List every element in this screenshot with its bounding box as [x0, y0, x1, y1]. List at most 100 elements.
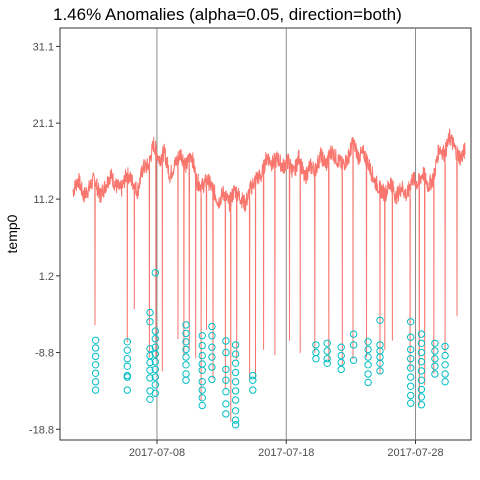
- anomaly-point: [417, 348, 426, 357]
- anomaly-point: [123, 373, 132, 381]
- anomaly-point: [182, 376, 190, 384]
- anomaly-point: [222, 376, 230, 384]
- x-tick-label: 2017-07-18: [258, 447, 314, 459]
- anomaly-point: [417, 358, 426, 366]
- anomaly-point: [151, 269, 160, 277]
- anomaly-point: [151, 327, 160, 335]
- anomaly-point: [198, 378, 206, 386]
- anomaly-point: [249, 371, 257, 380]
- anomaly-point: [323, 339, 331, 347]
- anomaly-point: [431, 339, 439, 347]
- anomaly-point: [222, 388, 230, 396]
- anomaly-point: [364, 361, 372, 369]
- anomaly-point: [146, 345, 154, 353]
- anomaly-point: [222, 337, 230, 345]
- anomaly-point: [146, 351, 154, 360]
- anomaly-point: [198, 351, 206, 360]
- y-tick-label: 21.1: [33, 118, 54, 130]
- anomaly-point: [407, 345, 415, 354]
- anomaly-point: [182, 353, 190, 361]
- anomaly-point: [349, 341, 358, 349]
- anomaly-point: [198, 401, 206, 410]
- anomaly-point: [417, 330, 426, 338]
- anomaly-point: [312, 341, 320, 349]
- anomaly-point: [407, 318, 415, 326]
- anomaly-point: [91, 344, 100, 352]
- anomaly-point: [198, 332, 206, 340]
- anomaly-point: [151, 365, 160, 374]
- anomaly-point: [208, 375, 216, 384]
- anomaly-point: [91, 336, 100, 344]
- anomaly-point: [376, 316, 384, 324]
- anomaly-point: [417, 339, 426, 347]
- anomaly-point: [231, 387, 240, 395]
- anomaly-point: [231, 341, 240, 349]
- anomaly-point: [231, 396, 240, 404]
- anomaly-point: [417, 367, 426, 375]
- anomaly-point: [349, 356, 358, 364]
- anomaly-point: [91, 352, 100, 361]
- anomaly-point: [431, 355, 439, 363]
- anomaly-point: [417, 376, 426, 384]
- anomaly-point: [337, 343, 345, 351]
- anomaly-point: [323, 347, 331, 355]
- anomaly-point: [208, 353, 216, 361]
- anomaly-point: [431, 362, 439, 370]
- anomaly-point: [151, 389, 160, 397]
- anomaly-point: [441, 361, 449, 369]
- anomaly-point: [208, 343, 216, 351]
- x-tick-label: 2017-07-28: [387, 447, 443, 459]
- anomaly-point: [208, 332, 216, 340]
- anomaly-point: [337, 358, 345, 367]
- anomaly-point: [364, 353, 372, 361]
- anomaly-point: [323, 359, 331, 367]
- anomaly-point: [407, 333, 415, 341]
- anomaly-point: [407, 382, 415, 390]
- anomaly-point: [407, 399, 415, 407]
- anomaly-point: [222, 410, 230, 418]
- anomaly-point: [376, 359, 384, 367]
- y-tick-label: -8.8: [35, 348, 54, 360]
- y-axis-title: temp0: [4, 214, 20, 253]
- anomaly-point: [146, 318, 154, 326]
- anomaly-point: [198, 386, 206, 394]
- anomaly-point: [364, 378, 372, 387]
- anomaly-point: [182, 361, 190, 369]
- anomaly-point: [337, 351, 345, 360]
- x-tick-label: 2017-07-08: [129, 447, 185, 459]
- anomaly-point: [146, 308, 154, 317]
- anomaly-point: [417, 393, 426, 401]
- anomaly-point: [123, 355, 132, 363]
- anomaly-point: [364, 345, 372, 354]
- anomaly-point: [182, 338, 190, 346]
- anomaly-point: [349, 330, 358, 338]
- anomaly-point: [407, 391, 415, 400]
- anomaly-point: [123, 386, 132, 394]
- anomaly-point: [198, 394, 206, 402]
- anomaly-point: [231, 421, 240, 429]
- anomaly-point: [182, 345, 190, 354]
- anomaly-point: [151, 343, 160, 351]
- anomaly-point: [231, 359, 240, 367]
- y-tick-label: 31.1: [33, 41, 54, 53]
- chart-title: 1.46% Anomalies (alpha=0.05, direction=b…: [53, 5, 402, 24]
- anomaly-point: [441, 342, 449, 351]
- anomaly-point: [151, 350, 160, 358]
- anomaly-point: [323, 355, 331, 363]
- anomaly-point: [91, 386, 100, 394]
- anomaly-point: [146, 358, 154, 367]
- anomaly-point: [431, 370, 439, 378]
- anomaly-point: [208, 322, 216, 331]
- anomaly-point: [231, 378, 240, 386]
- anomaly-point: [182, 321, 190, 329]
- anomaly-point: [91, 361, 100, 369]
- anomaly-point: [249, 386, 257, 394]
- anomaly-point: [208, 363, 216, 371]
- anomaly-point: [249, 376, 257, 384]
- anomaly-point: [337, 365, 345, 374]
- temp0-series-line: [72, 128, 466, 423]
- anomaly-point: [441, 378, 449, 386]
- anomaly-point: [222, 400, 230, 408]
- anomaly-point: [407, 355, 415, 363]
- anomaly-point: [123, 346, 132, 354]
